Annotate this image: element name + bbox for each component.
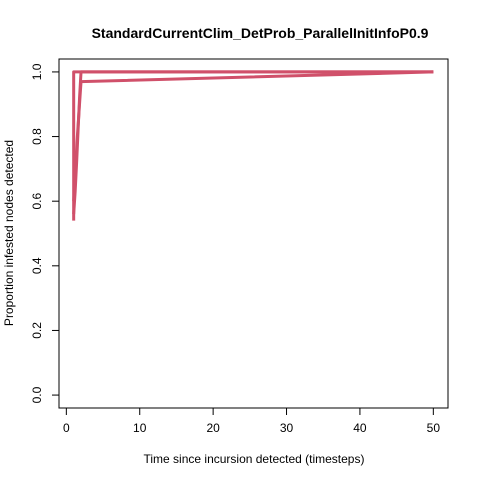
y-tick-label: 0.6 [30, 193, 44, 210]
x-axis: 0 10 20 30 40 50 [63, 407, 441, 435]
y-tick-label: 0.8 [30, 128, 44, 145]
x-tick-label: 10 [133, 421, 147, 435]
x-tick-label: 0 [63, 421, 70, 435]
y-axis-label: Proportion infested nodes detected [2, 140, 16, 326]
x-tick-label: 20 [206, 421, 220, 435]
series-line-1 [72, 70, 434, 221]
y-tick-label: 0.0 [30, 386, 44, 403]
plot-frame [58, 58, 449, 409]
x-tick-label: 50 [427, 421, 441, 435]
x-tick-label: 30 [280, 421, 294, 435]
series-layer [72, 70, 434, 221]
y-tick-label: 1.0 [30, 63, 44, 80]
x-axis-label: Time since incursion detected (timesteps… [144, 452, 365, 466]
series-line-2 [72, 70, 434, 215]
x-tick-label: 40 [353, 421, 367, 435]
series-line-3 [72, 70, 434, 202]
y-tick-label: 0.4 [30, 257, 44, 274]
y-tick-label: 0.2 [30, 322, 44, 339]
y-axis: 0.0 0.2 0.4 0.6 0.8 1.0 [30, 63, 60, 403]
chart-title: StandardCurrentClim_DetProb_ParallelInit… [92, 25, 429, 41]
